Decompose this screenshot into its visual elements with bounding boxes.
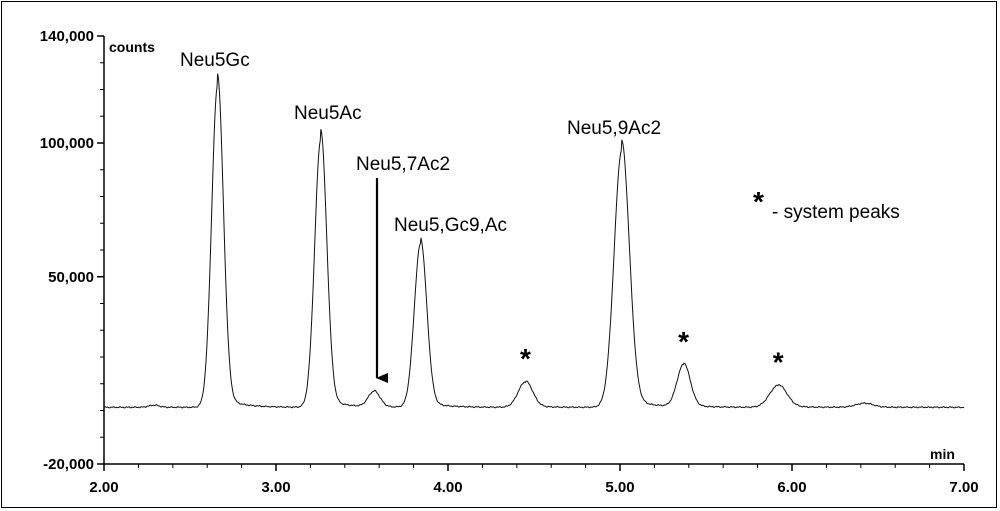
x-tick-label: 7.00 [949,479,978,496]
y-tick-label: 100,000 [40,135,94,152]
x-tick-label: 5.00 [605,479,634,496]
x-tick-label: 2.00 [89,479,118,496]
x-axis-unit-label: min [930,446,955,462]
x-tick-label: 6.00 [777,479,806,496]
legend-system-peaks-label: - system peaks [772,202,900,223]
peak-label-neu5ac: Neu5Ac [294,103,362,124]
x-tick-label: 4.00 [433,479,462,496]
peak-label-neu5gc: Neu5Gc [180,50,250,71]
peak-label-neu5gc9ac: Neu5,Gc9,Ac [394,215,507,236]
x-tick-label: 3.00 [261,479,290,496]
y-axis-unit-label: counts [109,39,155,55]
axes [103,36,964,465]
system-peak-star: * [773,346,784,377]
system-peak-star: * [678,326,689,357]
tick-layer: 2.00 3.00 4.00 5.00 6.00 7.00 -20,000 50,000 100… [40,28,979,496]
y-tick-label: 50,000 [48,269,94,286]
chromatogram-trace [103,73,965,409]
peak-label-neu59ac2: Neu5,9Ac2 [567,118,661,139]
y-tick-label: -20,000 [43,456,94,473]
system-peak-star: * [520,343,531,374]
legend-star-marker: * [753,186,764,217]
y-tick-label: 140,000 [40,28,94,45]
peak-label-neu57ac2: Neu5,7Ac2 [356,154,450,175]
